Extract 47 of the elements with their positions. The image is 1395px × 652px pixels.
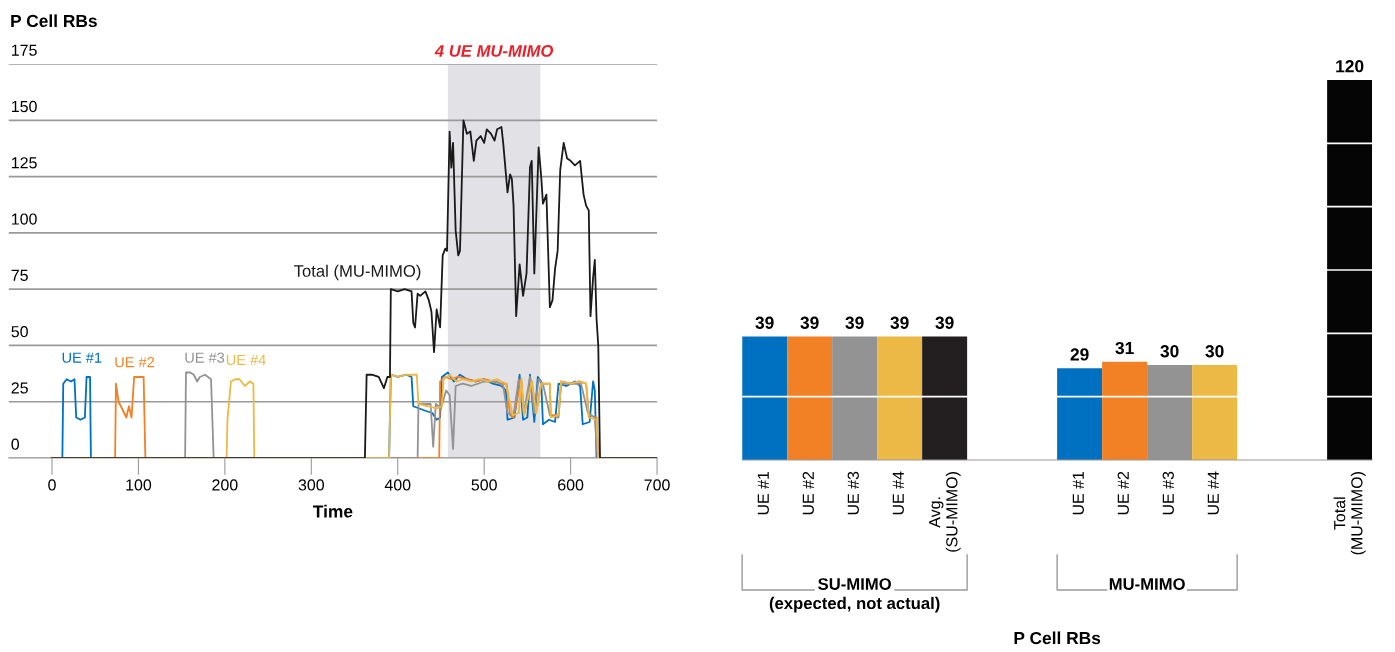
data-label: 39 xyxy=(890,316,909,329)
data-label: 39 xyxy=(755,316,774,329)
x-axis-title: Time xyxy=(313,504,353,518)
y-tick-label: 50 xyxy=(11,325,28,338)
x-tick-label: 500 xyxy=(471,479,497,491)
data-label: 31 xyxy=(1115,341,1134,355)
y-tick-label: 0 xyxy=(11,438,20,450)
x-tick-label: UE #4 xyxy=(892,471,904,515)
series-label: UE #4 xyxy=(226,354,266,366)
x-tick-label: Avg. (SU-MIMO) xyxy=(929,472,961,552)
y-tick-label: 125 xyxy=(12,157,37,169)
data-label: 120 xyxy=(1336,60,1364,73)
y-tick-label: 75 xyxy=(11,269,28,282)
x-tick-label: 300 xyxy=(298,479,325,491)
data-label: 39 xyxy=(800,316,819,329)
x-tick-label: UE #1 xyxy=(1072,471,1084,515)
band-label: 4 UE MU-MIMO xyxy=(434,44,554,57)
x-axis-title: P Cell RBs xyxy=(1014,631,1101,645)
x-tick-label: UE #3 xyxy=(1162,471,1174,515)
x-tick-label: 400 xyxy=(384,479,411,491)
data-label: 29 xyxy=(1070,348,1089,361)
x-tick-label: UE #2 xyxy=(1117,471,1129,515)
text: SU-MIMO (expected, not actual) xyxy=(769,578,940,613)
data-label: 30 xyxy=(1205,345,1224,358)
x-tick-label: 100 xyxy=(126,479,152,491)
series-label: Total (MU-MIMO) xyxy=(294,264,421,281)
y-tick-label: 100 xyxy=(12,213,37,225)
series-label: UE #1 xyxy=(62,352,102,363)
series-label: UE #3 xyxy=(185,352,225,363)
y-axis-title: P Cell RBs xyxy=(11,14,97,28)
y-tick-label: 150 xyxy=(12,100,37,113)
x-tick-label: 200 xyxy=(212,479,238,491)
y-tick-label: 25 xyxy=(11,382,28,394)
y-tick-label: 175 xyxy=(12,44,37,56)
x-tick-label: 0 xyxy=(48,479,56,491)
x-tick-label: 700 xyxy=(644,479,670,491)
x-tick-label: UE #4 xyxy=(1207,471,1219,515)
data-label: 39 xyxy=(845,316,864,329)
x-tick-label: UE #3 xyxy=(847,471,859,515)
x-tick-label: Total (MU-MIMO) xyxy=(1333,472,1366,555)
x-tick-label: 600 xyxy=(558,479,584,491)
series-label: UE #2 xyxy=(115,357,155,368)
x-tick-label: UE #1 xyxy=(757,471,769,515)
data-label: 30 xyxy=(1160,345,1179,358)
text: MU-MIMO xyxy=(1109,578,1185,590)
data-label: 39 xyxy=(935,316,954,329)
x-tick-label: UE #2 xyxy=(802,471,814,515)
